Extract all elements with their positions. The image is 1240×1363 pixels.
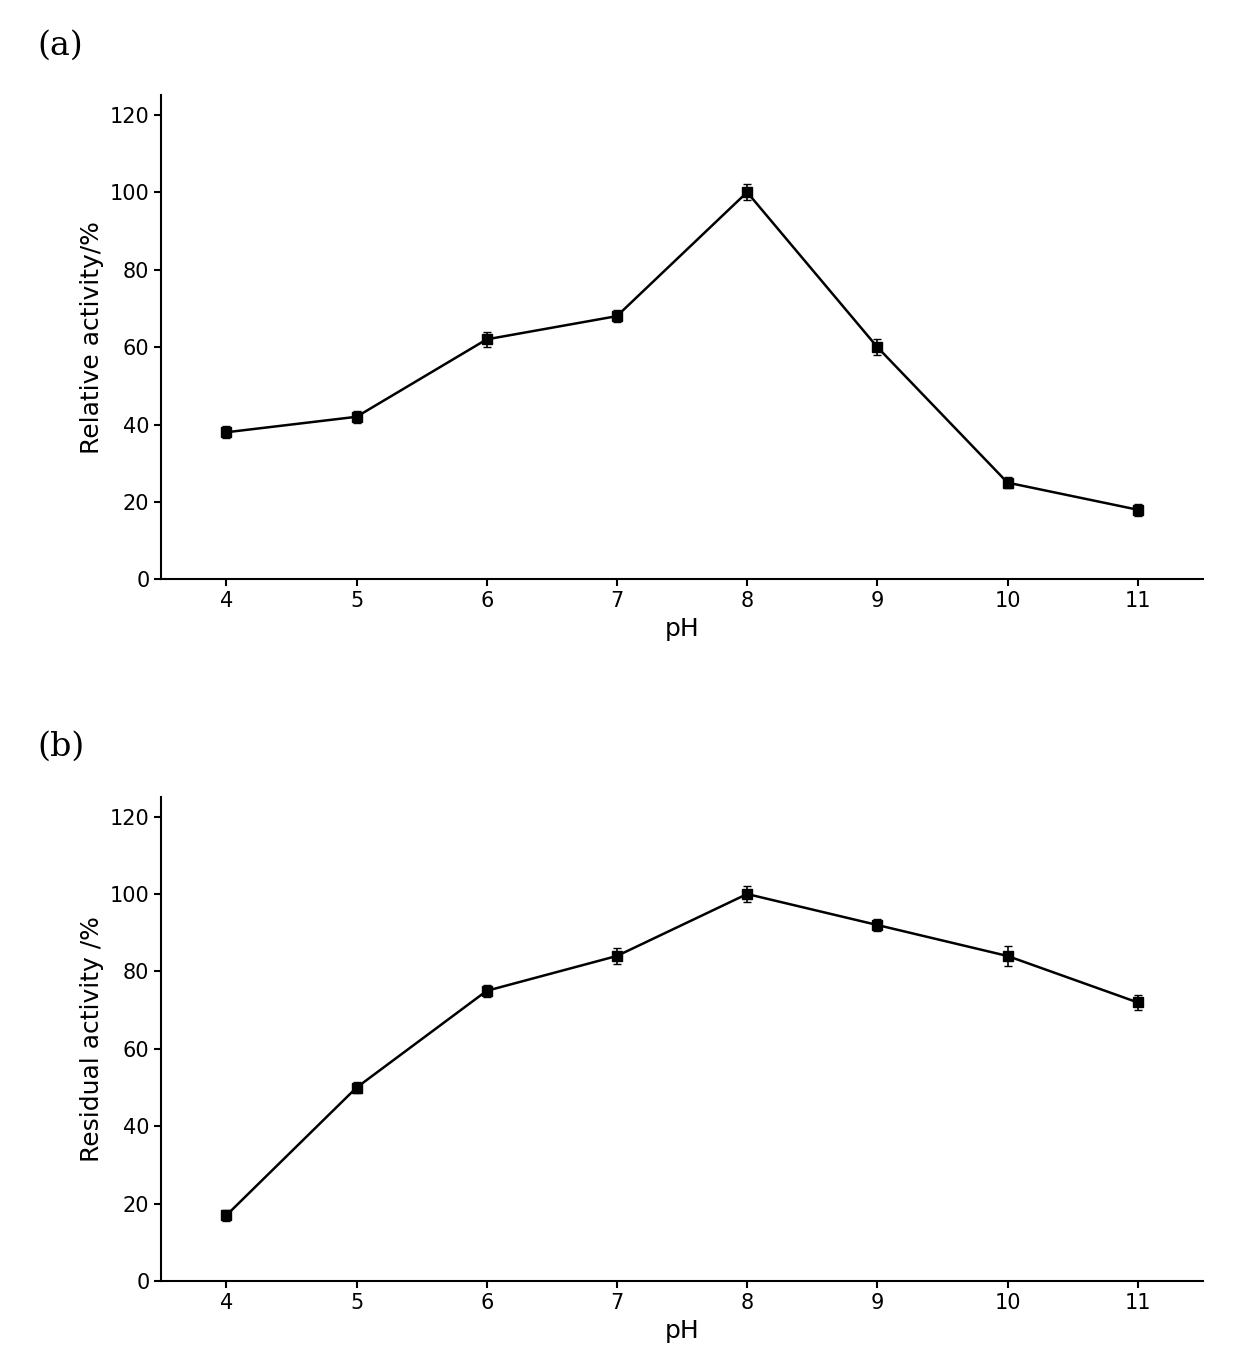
Y-axis label: Residual activity /%: Residual activity /% xyxy=(81,916,104,1163)
Text: (b): (b) xyxy=(37,731,84,763)
Text: (a): (a) xyxy=(37,30,83,61)
Y-axis label: Relative activity/%: Relative activity/% xyxy=(81,221,104,454)
X-axis label: pH: pH xyxy=(665,617,699,641)
X-axis label: pH: pH xyxy=(665,1318,699,1343)
